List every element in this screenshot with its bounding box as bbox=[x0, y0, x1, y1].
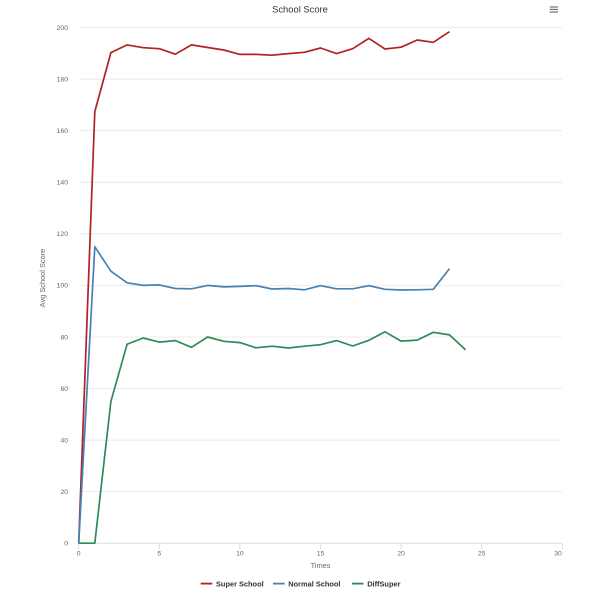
svg-text:180: 180 bbox=[57, 77, 69, 84]
svg-text:School Score: School Score bbox=[272, 4, 328, 15]
svg-text:0: 0 bbox=[64, 541, 68, 548]
svg-text:160: 160 bbox=[57, 128, 69, 135]
svg-text:30: 30 bbox=[554, 550, 562, 557]
svg-text:25: 25 bbox=[478, 550, 486, 557]
svg-text:120: 120 bbox=[57, 231, 69, 238]
svg-text:60: 60 bbox=[60, 386, 68, 393]
svg-text:100: 100 bbox=[57, 283, 69, 290]
svg-text:15: 15 bbox=[317, 550, 325, 557]
svg-text:140: 140 bbox=[57, 180, 69, 187]
svg-text:Times: Times bbox=[311, 561, 331, 570]
svg-text:Avg School Score: Avg School Score bbox=[38, 249, 47, 308]
svg-text:DiffSuper: DiffSuper bbox=[367, 579, 400, 588]
svg-text:10: 10 bbox=[236, 550, 244, 557]
svg-text:20: 20 bbox=[60, 489, 68, 496]
svg-text:Normal School: Normal School bbox=[288, 579, 340, 588]
svg-text:Super School: Super School bbox=[216, 579, 264, 588]
svg-text:80: 80 bbox=[60, 334, 68, 341]
svg-text:5: 5 bbox=[157, 550, 161, 557]
svg-text:200: 200 bbox=[57, 25, 69, 32]
svg-text:0: 0 bbox=[77, 550, 81, 557]
svg-text:20: 20 bbox=[397, 550, 405, 557]
svg-text:40: 40 bbox=[60, 437, 68, 444]
